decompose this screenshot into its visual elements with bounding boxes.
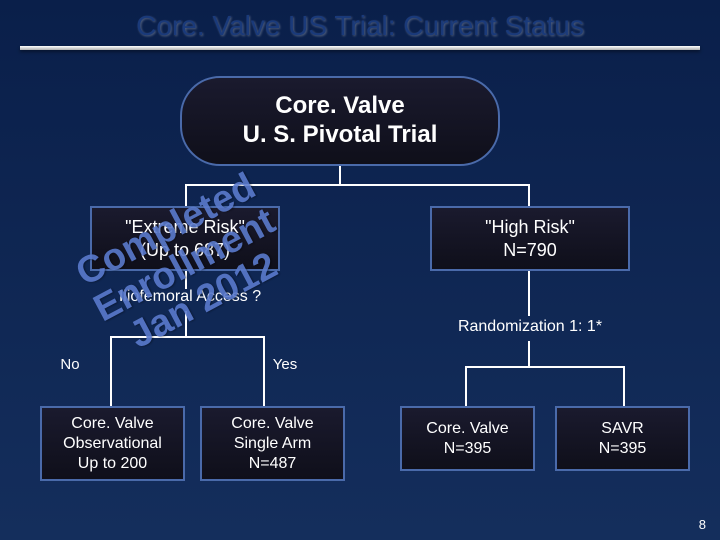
corevalve-arm-box: Core. Valve N=395 (400, 406, 535, 471)
connector (339, 166, 341, 184)
high-risk-line2: N=790 (503, 239, 557, 262)
slide-title-bar: Core. Valve US Trial: Current Status (0, 0, 720, 56)
connector (185, 184, 530, 186)
page-number: 8 (699, 517, 706, 532)
connector (528, 184, 530, 206)
savr-arm-line1: SAVR (601, 419, 643, 439)
no-label: No (50, 356, 90, 373)
connector (623, 366, 625, 406)
single-arm-line3: N=487 (249, 454, 297, 474)
observational-line2: Observational (63, 434, 162, 454)
iliofemoral-label: Iliofemoral Access ? (90, 288, 290, 306)
high-risk-line1: "High Risk" (485, 216, 575, 239)
single-arm-line2: Single Arm (234, 434, 311, 454)
diagram-area: Core. Valve U. S. Pivotal Trial "Extreme… (0, 56, 720, 516)
observational-line1: Core. Valve (71, 414, 153, 434)
observational-line3: Up to 200 (78, 454, 147, 474)
single-arm-line1: Core. Valve (231, 414, 313, 434)
extreme-risk-line1: "Extreme Risk" (125, 216, 245, 239)
observational-box: Core. Valve Observational Up to 200 (40, 406, 185, 481)
corevalve-arm-line1: Core. Valve (426, 419, 508, 439)
savr-arm-line2: N=395 (599, 439, 647, 459)
trial-header-line1: Core. Valve (275, 92, 404, 121)
randomization-label: Randomization 1: 1* (420, 318, 640, 336)
connector (185, 271, 187, 289)
corevalve-arm-line2: N=395 (444, 439, 492, 459)
extreme-risk-box: "Extreme Risk" (Up to 687) (90, 206, 280, 271)
savr-arm-box: SAVR N=395 (555, 406, 690, 471)
connector (465, 366, 625, 368)
connector (110, 336, 112, 406)
slide-title: Core. Valve US Trial: Current Status (0, 10, 720, 42)
trial-header-box: Core. Valve U. S. Pivotal Trial (180, 76, 500, 166)
high-risk-box: "High Risk" N=790 (430, 206, 630, 271)
connector (185, 311, 187, 336)
extreme-risk-line2: (Up to 687) (140, 239, 230, 262)
title-underline (20, 46, 700, 50)
single-arm-box: Core. Valve Single Arm N=487 (200, 406, 345, 481)
connector (528, 271, 530, 316)
connector (465, 366, 467, 406)
yes-label: Yes (260, 356, 310, 373)
connector (528, 341, 530, 366)
connector (185, 184, 187, 206)
trial-header-line2: U. S. Pivotal Trial (243, 121, 438, 150)
connector (110, 336, 265, 338)
